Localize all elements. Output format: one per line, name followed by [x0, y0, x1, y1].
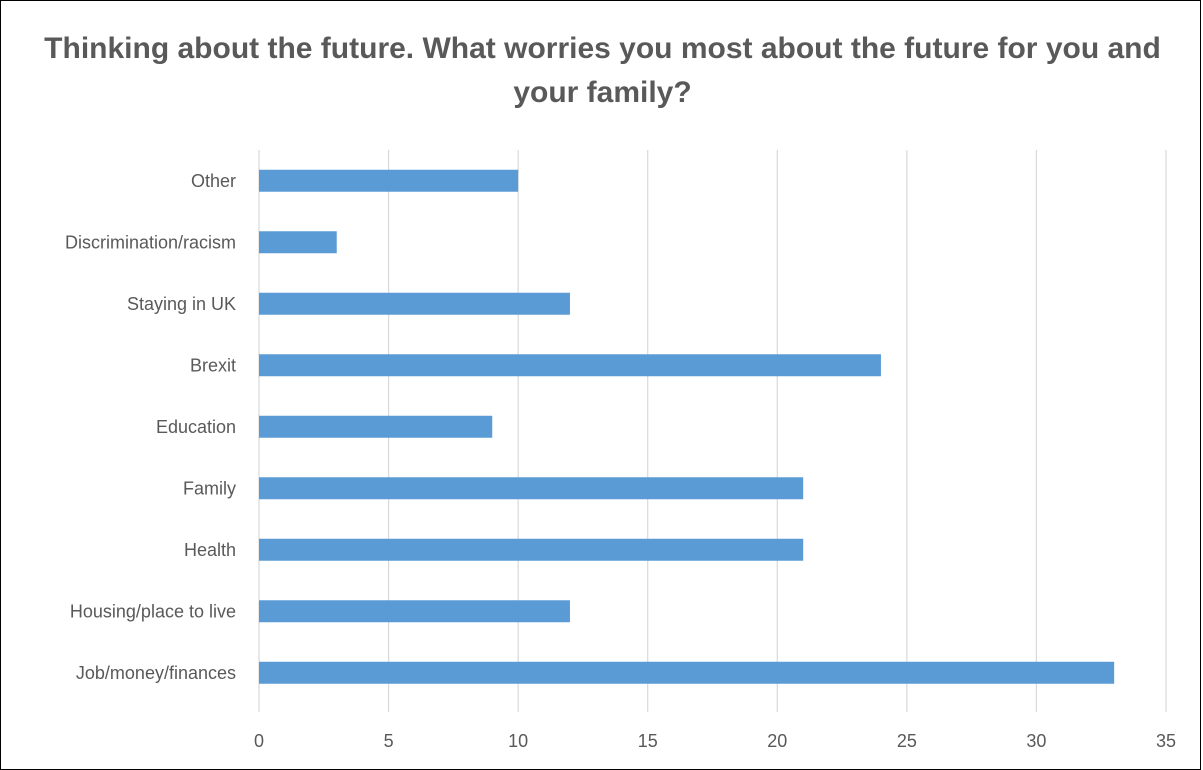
- category-label: Housing/place to live: [70, 601, 236, 621]
- category-label: Staying in UK: [127, 294, 236, 314]
- category-label: Discrimination/racism: [65, 232, 236, 252]
- bar: [259, 661, 1115, 684]
- category-label: Family: [183, 478, 236, 498]
- x-tick-label: 5: [384, 731, 394, 751]
- bar: [259, 538, 804, 561]
- x-tick-label: 25: [897, 731, 917, 751]
- bar: [259, 231, 337, 254]
- bar: [259, 600, 570, 623]
- chart-title: Thinking about the future. What worries …: [44, 32, 1161, 109]
- x-axis-ticks: 0 5 10 15 20 25 30 35: [254, 731, 1176, 751]
- bar: [259, 354, 881, 377]
- category-label: Education: [156, 417, 236, 437]
- category-label: Health: [184, 540, 236, 560]
- category-label: Other: [191, 171, 236, 191]
- x-tick-label: 15: [638, 731, 658, 751]
- x-tick-label: 30: [1026, 731, 1046, 751]
- bar: [259, 292, 570, 315]
- category-label: Job/money/finances: [76, 663, 236, 683]
- category-label: Brexit: [190, 355, 236, 375]
- bar: [259, 169, 519, 192]
- bars: [259, 169, 1115, 684]
- x-tick-label: 20: [767, 731, 787, 751]
- bar: [259, 415, 493, 438]
- x-tick-label: 0: [254, 731, 264, 751]
- bar: [259, 477, 804, 500]
- category-labels: Other Discrimination/racism Staying in UK B…: [65, 171, 236, 683]
- x-tick-label: 35: [1156, 731, 1176, 751]
- x-tick-label: 10: [508, 731, 528, 751]
